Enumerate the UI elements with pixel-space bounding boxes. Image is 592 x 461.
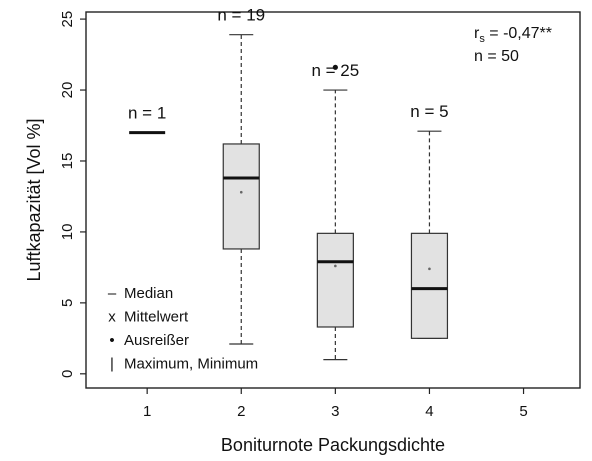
y-tick-label-20: 20 bbox=[59, 82, 76, 99]
legend-item-1: – Median bbox=[108, 285, 173, 302]
legend-label: Mittelwert bbox=[124, 309, 189, 326]
x-tick-label-1: 1 bbox=[143, 403, 151, 420]
x-axis-title: Boniturnote Packungsdichte bbox=[221, 435, 445, 455]
y-tick-label-15: 15 bbox=[59, 153, 76, 170]
legend-symbol: • bbox=[109, 332, 114, 349]
box-group-3 bbox=[316, 64, 354, 361]
rs-symbol: r bbox=[474, 25, 480, 42]
iqr-box bbox=[316, 232, 354, 328]
mean-marker bbox=[428, 267, 431, 271]
y-tick-label-25: 25 bbox=[59, 11, 76, 28]
legend-label: Maximum, Minimum bbox=[124, 356, 258, 373]
correlation-annotation: rs = -0,47** n = 50 bbox=[474, 25, 552, 65]
y-axis-title: Luftkapazität [Vol %] bbox=[24, 118, 44, 281]
x-tick-label-2: 2 bbox=[237, 403, 245, 420]
group-count-labels: n = 1 n = 19 n = 25 n = 5 bbox=[128, 6, 449, 123]
plot-frame bbox=[85, 11, 581, 389]
n-label-1: n = 1 bbox=[128, 104, 166, 123]
n-label-3: n = 25 bbox=[311, 61, 359, 80]
iqr-box bbox=[410, 232, 449, 339]
x-tick-label-5: 5 bbox=[519, 403, 527, 420]
rs-value: = -0,47** bbox=[485, 25, 552, 42]
legend-item-2: x Mittelwert bbox=[108, 309, 189, 326]
box-group-4 bbox=[410, 130, 449, 339]
box-group-2 bbox=[222, 34, 260, 345]
legend-symbol: – bbox=[108, 285, 117, 302]
mean-marker bbox=[334, 264, 337, 268]
rs-subscript: s bbox=[479, 33, 485, 45]
y-axis: 0 5 10 15 20 25 bbox=[59, 11, 86, 378]
legend-item-4: | Maximum, Minimum bbox=[110, 356, 258, 373]
x-axis: 1 2 3 4 5 bbox=[143, 388, 528, 420]
total-n: n = 50 bbox=[474, 48, 519, 65]
n-label-4: n = 5 bbox=[410, 102, 448, 121]
x-tick-label-4: 4 bbox=[425, 403, 433, 420]
mean-marker bbox=[239, 190, 243, 194]
legend-label: Median bbox=[124, 285, 173, 302]
legend-item-3: • Ausreißer bbox=[109, 332, 189, 349]
outlier-point bbox=[332, 64, 338, 70]
legend-label: Ausreißer bbox=[124, 332, 189, 349]
legend-symbol: x bbox=[108, 309, 116, 326]
y-tick-label-5: 5 bbox=[59, 299, 76, 307]
iqr-box bbox=[222, 143, 260, 250]
n-label-2: n = 19 bbox=[217, 6, 265, 25]
x-tick-label-3: 3 bbox=[331, 403, 339, 420]
spearman-coefficient: rs = -0,47** bbox=[474, 25, 552, 45]
legend-symbol: | bbox=[110, 356, 114, 373]
y-tick-label-0: 0 bbox=[59, 370, 76, 378]
y-tick-label-10: 10 bbox=[59, 224, 76, 241]
box-groups bbox=[129, 34, 449, 361]
